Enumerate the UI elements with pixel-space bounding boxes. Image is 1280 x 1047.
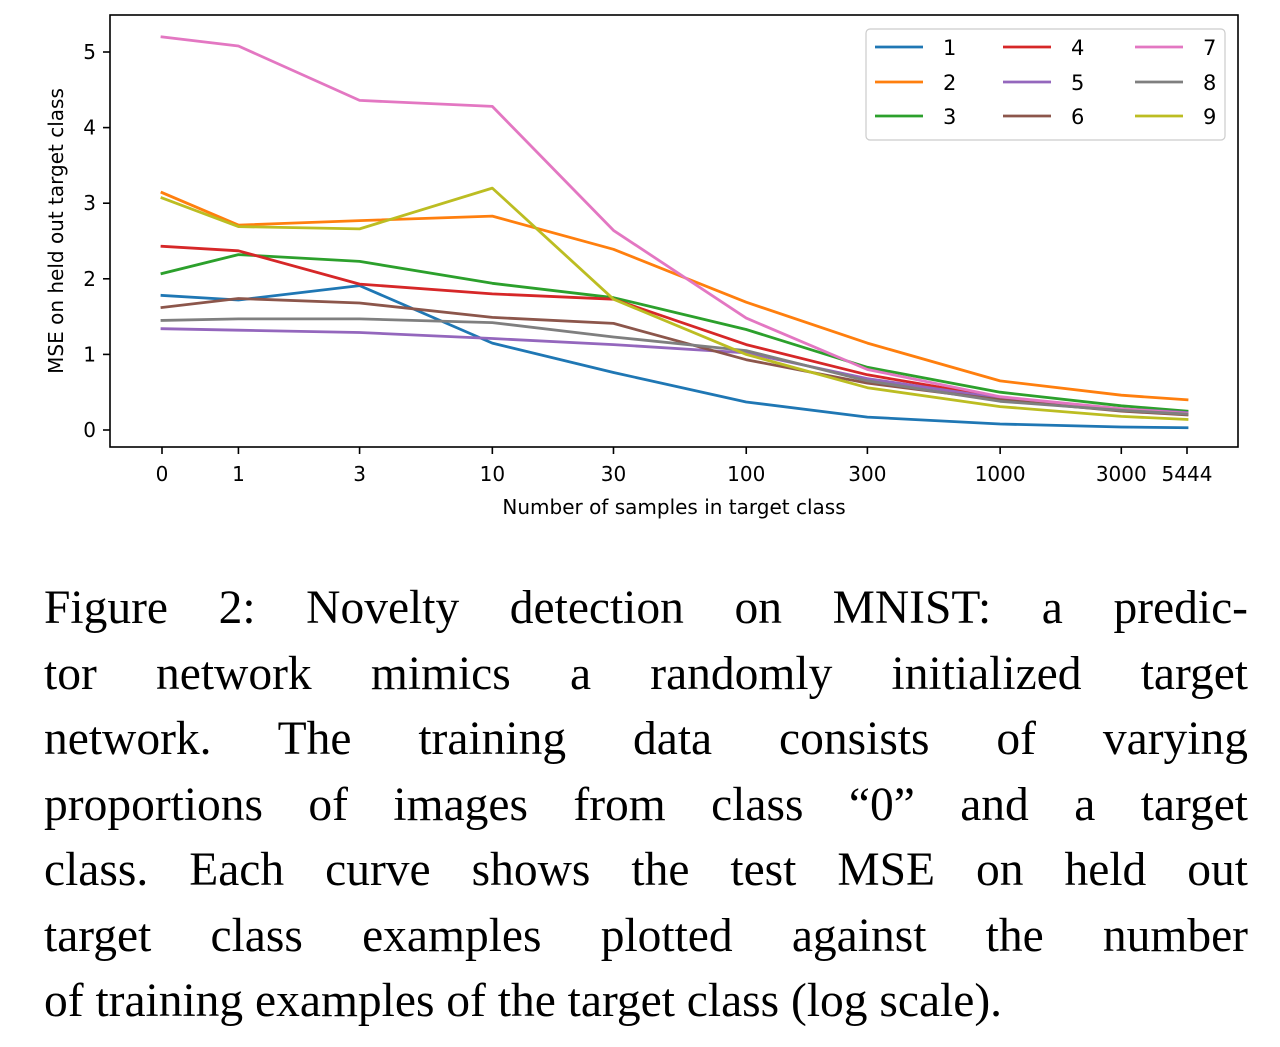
y-tick-label: 0 bbox=[83, 418, 96, 442]
series-line-9 bbox=[160, 186, 1189, 421]
y-tick-label: 4 bbox=[83, 116, 96, 140]
series-line-6 bbox=[160, 297, 1189, 417]
series-line-7 bbox=[160, 35, 1189, 415]
legend-label-4: 4 bbox=[1071, 36, 1084, 60]
caption-line: Figure 2: Novelty detection on MNIST: a … bbox=[44, 582, 1248, 634]
legend-label-2: 2 bbox=[943, 71, 956, 95]
x-tick-label: 1 bbox=[232, 462, 245, 486]
legend-label-9: 9 bbox=[1203, 105, 1216, 129]
caption-line: network. The training data consists of v… bbox=[44, 713, 1248, 765]
y-tick-label: 2 bbox=[83, 267, 96, 291]
x-axis-label: Number of samples in target class bbox=[502, 495, 845, 519]
x-tick-label: 3 bbox=[353, 462, 366, 486]
series-layer bbox=[160, 35, 1189, 430]
legend-label-8: 8 bbox=[1203, 71, 1216, 95]
figure-caption: Figure 2: Novelty detection on MNIST: a … bbox=[44, 576, 1248, 1035]
x-tick-label: 1000 bbox=[975, 462, 1026, 486]
x-tick-label: 10 bbox=[480, 462, 505, 486]
caption-line: proportions of images from class “0” and… bbox=[44, 778, 1248, 831]
series-line-1 bbox=[160, 284, 1189, 430]
y-axis-label: MSE on held out target class bbox=[44, 88, 68, 374]
legend-frame bbox=[865, 28, 1226, 141]
series-line-2 bbox=[160, 190, 1189, 402]
x-tick-label: 300 bbox=[848, 462, 886, 486]
x-tick-label: 0 bbox=[156, 462, 169, 486]
line-chart: 0 1 3 10 30 100 300 1000 3000 5444 0 1 2 3 4 5 Number … bbox=[44, 14, 1239, 519]
caption-line: class. Each curve shows the test MSE on … bbox=[44, 844, 1248, 896]
legend-label-6: 6 bbox=[1071, 105, 1084, 129]
series-line-8 bbox=[160, 317, 1189, 416]
legend: 1 2 3 4 5 6 7 8 9 bbox=[865, 28, 1226, 141]
legend-label-1: 1 bbox=[943, 36, 956, 60]
y-axis: 0 1 2 3 4 5 bbox=[83, 40, 110, 442]
plot-frame bbox=[109, 14, 1239, 448]
legend-label-3: 3 bbox=[943, 105, 956, 129]
y-tick-label: 3 bbox=[83, 191, 96, 215]
series-line-3 bbox=[160, 253, 1189, 413]
y-tick-label: 5 bbox=[83, 40, 96, 64]
x-tick-label: 30 bbox=[601, 462, 626, 486]
x-tick-label: 100 bbox=[727, 462, 765, 486]
legend-label-5: 5 bbox=[1071, 71, 1084, 95]
x-tick-label: 5444 bbox=[1162, 462, 1213, 486]
caption-line: of training examples of the target class… bbox=[44, 975, 1003, 1027]
caption-line: target class examples plotted against th… bbox=[44, 909, 1248, 962]
x-axis: 0 1 3 10 30 100 300 1000 3000 5444 bbox=[156, 447, 1213, 486]
x-tick-label: 3000 bbox=[1096, 462, 1147, 486]
y-tick-label: 1 bbox=[83, 342, 96, 366]
caption-line: tor network mimics a randomly initialize… bbox=[44, 647, 1248, 700]
legend-label-7: 7 bbox=[1203, 36, 1216, 60]
